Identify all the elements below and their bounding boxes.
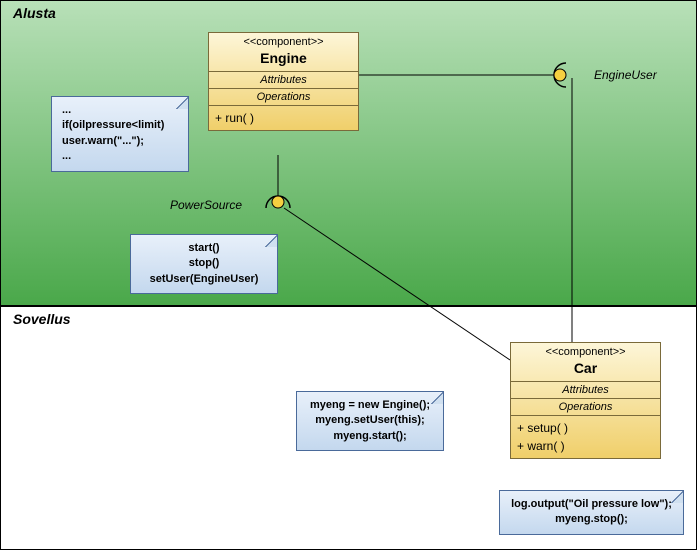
note-line: ... (62, 149, 178, 164)
component-car-header: <<component>> Car (511, 343, 660, 382)
component-engine-name: Engine (215, 48, 352, 68)
component-car-stereotype: <<component>> (517, 346, 654, 358)
label-engine-user: EngineUser (594, 68, 657, 82)
note-line: setUser(EngineUser) (141, 272, 267, 287)
note-line: myeng.stop(); (510, 512, 673, 527)
component-engine: <<component>> Engine Attributes Operatio… (208, 32, 359, 131)
component-engine-ops: + run( ) (209, 106, 358, 130)
note-corner-icon (431, 392, 443, 404)
note-line: myeng.start(); (307, 429, 433, 444)
operation-row: + run( ) (215, 109, 352, 127)
note-car-warn: log.output("Oil pressure low"); myeng.st… (499, 490, 684, 535)
component-car-ops-label: Operations (511, 399, 660, 416)
note-corner-icon (176, 97, 188, 109)
component-engine-attr-label: Attributes (209, 72, 358, 89)
component-car-attr-label: Attributes (511, 382, 660, 399)
component-engine-header: <<component>> Engine (209, 33, 358, 72)
component-car: <<component>> Car Attributes Operations … (510, 342, 661, 459)
region-sovellus-label: Sovellus (13, 311, 71, 327)
note-line: start() (141, 241, 267, 256)
note-line: stop() (141, 256, 267, 271)
component-engine-ops-label: Operations (209, 89, 358, 106)
component-engine-stereotype: <<component>> (215, 36, 352, 48)
note-corner-icon (265, 235, 277, 247)
note-car-setup: myeng = new Engine(); myeng.setUser(this… (296, 391, 444, 451)
note-corner-icon (671, 491, 683, 503)
note-line: log.output("Oil pressure low"); (510, 497, 673, 512)
note-power-source-ops: start() stop() setUser(EngineUser) (130, 234, 278, 294)
note-line: myeng = new Engine(); (307, 398, 433, 413)
note-line: ... (62, 103, 178, 118)
note-line: if(oilpressure<limit) (62, 118, 178, 133)
component-car-name: Car (517, 358, 654, 378)
operation-row: + warn( ) (517, 437, 654, 455)
component-car-ops: + setup( ) + warn( ) (511, 416, 660, 458)
label-power-source: PowerSource (170, 198, 242, 212)
note-engine-code: ... if(oilpressure<limit) user.warn("...… (51, 96, 189, 172)
operation-row: + setup( ) (517, 419, 654, 437)
note-line: myeng.setUser(this); (307, 413, 433, 428)
region-alusta-label: Alusta (13, 5, 56, 21)
note-line: user.warn("..."); (62, 134, 178, 149)
